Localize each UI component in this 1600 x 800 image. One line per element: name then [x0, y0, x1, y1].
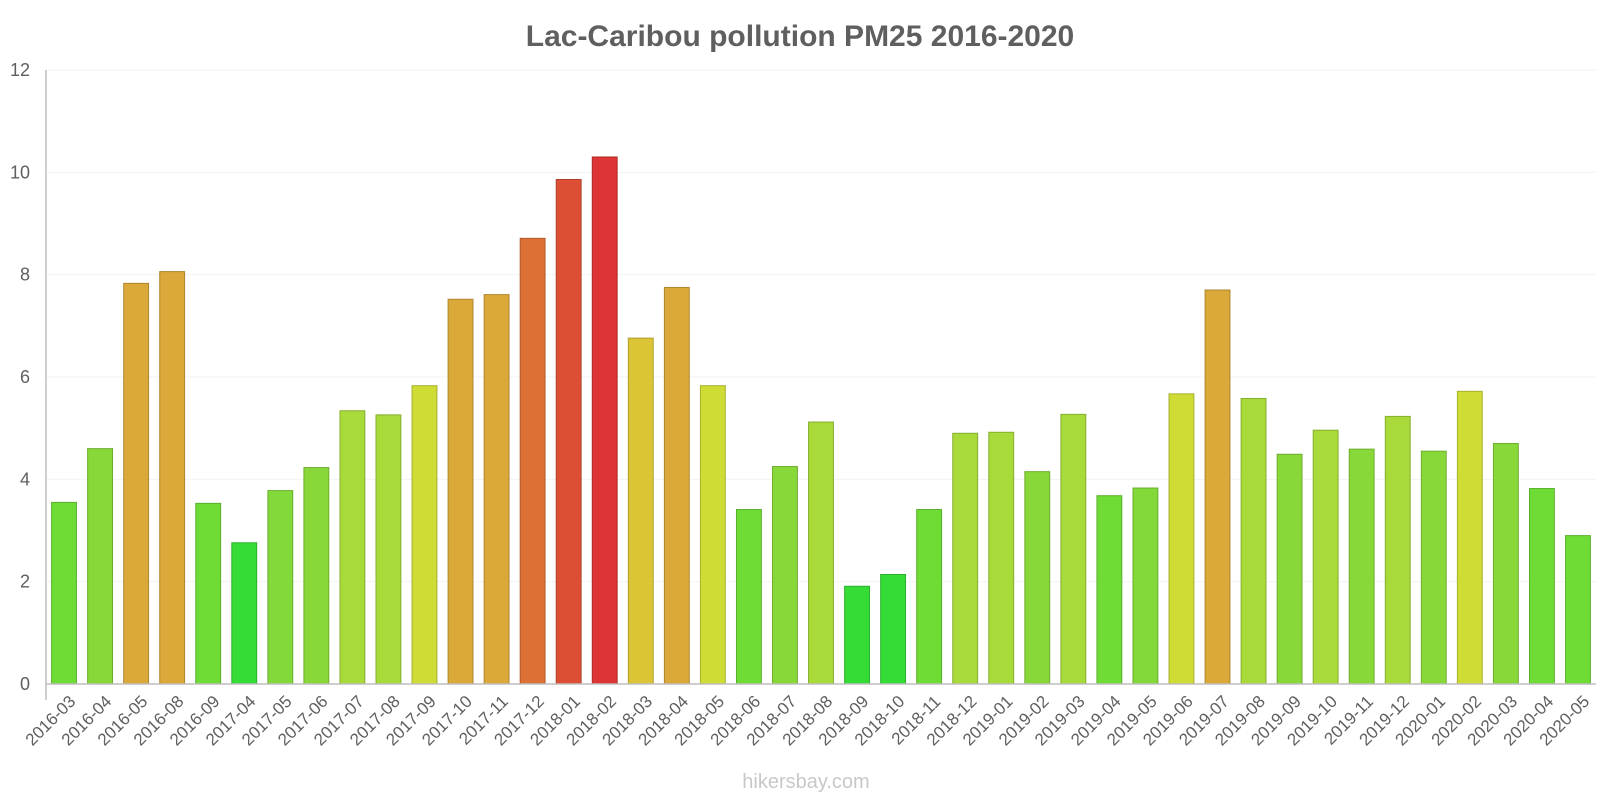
bar-2018-07: [772, 466, 798, 685]
bar-2018-04: [663, 286, 690, 685]
bar-2017-11: [483, 294, 510, 685]
bar-2019-11: [1348, 448, 1375, 685]
bar-2019-12: [1384, 415, 1411, 685]
bar-2017-04: [231, 542, 258, 685]
bar-2016-04: [87, 448, 113, 685]
bar-2019-09: [1276, 453, 1303, 685]
y-tick-label: 12: [10, 60, 30, 80]
watermark: hikersbay.com: [742, 771, 869, 793]
bar-2017-10: [447, 298, 474, 685]
bar-2018-08: [808, 421, 834, 685]
bar-2019-06: [1168, 393, 1195, 685]
bar-2018-03: [627, 337, 654, 685]
bar-2016-08: [159, 271, 186, 685]
x-axis-ticks: 2016-032016-042016-052016-082016-092017-…: [22, 692, 1594, 750]
chart-title: Lac-Caribou pollution PM25 2016-2020: [526, 20, 1074, 53]
y-tick-label: 2: [20, 572, 30, 592]
bar-2020-05: [1565, 535, 1591, 685]
bar-2018-09: [844, 585, 870, 685]
y-axis-ticks: 0 2 4 6 8 10 12: [10, 60, 30, 694]
bar-2020-04: [1528, 488, 1555, 685]
bar-2017-08: [375, 414, 402, 685]
bar-2018-10: [880, 574, 907, 685]
bar-2018-11: [916, 509, 943, 685]
bar-2020-03: [1492, 443, 1519, 685]
y-tick-label: 10: [10, 162, 30, 182]
bar-2018-01: [555, 179, 582, 685]
bar-2017-06: [303, 467, 330, 685]
bar-2016-09: [195, 502, 222, 685]
y-tick-label: 6: [20, 367, 30, 387]
y-tick-label: 8: [20, 265, 30, 285]
bar-2016-05: [123, 282, 150, 685]
bar-2020-01: [1420, 450, 1447, 685]
bar-2017-09: [411, 385, 438, 685]
bar-2019-05: [1132, 487, 1159, 685]
bar-2019-03: [1060, 413, 1087, 685]
y-tick-label: 0: [20, 674, 30, 694]
bar-2019-04: [1096, 495, 1123, 685]
bar-2018-02: [591, 156, 618, 685]
bar-2018-12: [952, 432, 979, 685]
bar-2018-06: [735, 509, 762, 685]
bar-2020-02: [1456, 390, 1483, 685]
bar-2019-01: [988, 431, 1015, 685]
bar-2019-10: [1312, 429, 1339, 685]
bar-2017-12: [519, 237, 546, 685]
bar-2019-02: [1024, 471, 1051, 685]
bar-2019-08: [1240, 397, 1267, 685]
bar-2016-03: [51, 501, 77, 685]
bar-2017-05: [267, 490, 294, 685]
bar-2017-07: [339, 410, 366, 685]
y-tick-label: 4: [20, 469, 30, 489]
bars: [51, 156, 1591, 685]
bar-2019-07: [1204, 289, 1231, 685]
bar-2018-05: [699, 385, 726, 685]
